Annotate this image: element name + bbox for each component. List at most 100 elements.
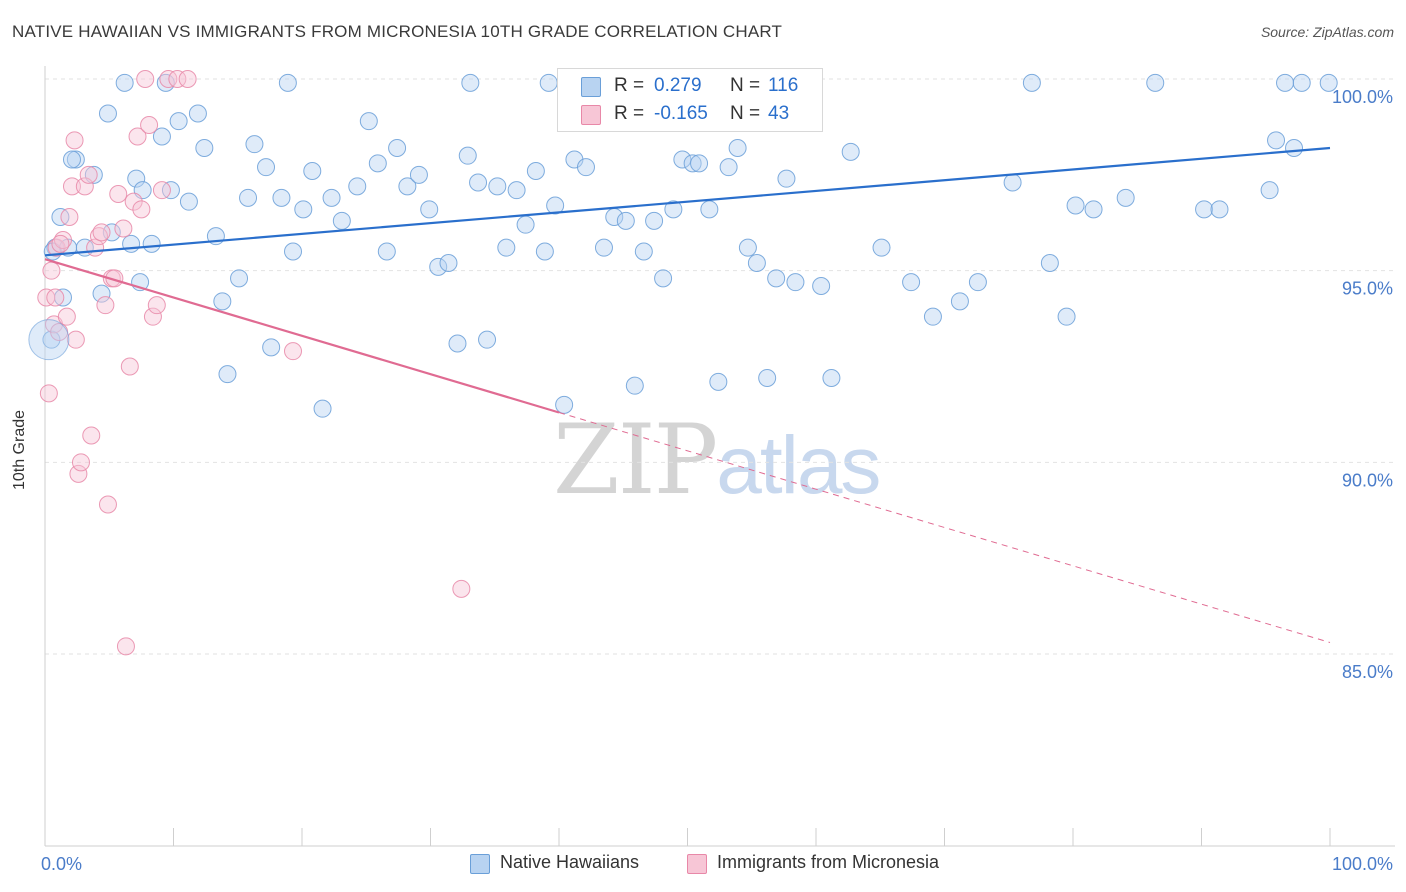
trend-line-native-hawaiians — [44, 146, 1331, 257]
data-point-native-hawaiians — [1084, 200, 1103, 219]
data-point-micronesia — [120, 357, 139, 376]
data-point-native-hawaiians — [1260, 181, 1279, 200]
data-point-native-hawaiians — [1195, 200, 1214, 219]
data-point-micronesia — [116, 637, 135, 656]
data-point-native-hawaiians — [664, 200, 683, 219]
data-point-micronesia — [140, 116, 159, 134]
data-point-micronesia — [96, 296, 115, 315]
data-point-micronesia — [39, 384, 58, 403]
data-point-native-hawaiians — [313, 399, 332, 418]
data-point-micronesia — [452, 579, 471, 598]
data-point-native-hawaiians — [1285, 139, 1304, 157]
data-point-native-hawaiians — [218, 365, 237, 384]
data-point-native-hawaiians — [1040, 254, 1059, 272]
data-point-native-hawaiians — [1319, 73, 1338, 92]
data-point-native-hawaiians — [923, 307, 942, 326]
legend-swatch-blue — [581, 77, 601, 97]
data-point-micronesia — [62, 177, 81, 196]
data-point-native-hawaiians — [115, 73, 134, 92]
data-point-native-hawaiians — [303, 162, 322, 180]
x-tick-label-max: 100.0% — [1332, 854, 1393, 874]
data-point-native-hawaiians — [448, 334, 467, 353]
data-point-micronesia — [46, 288, 65, 307]
data-point-native-hawaiians — [377, 242, 396, 261]
data-point-native-hawaiians — [127, 169, 146, 188]
data-point-micronesia — [66, 330, 85, 349]
data-point-micronesia — [168, 70, 187, 88]
data-point-native-hawaiians — [535, 242, 554, 261]
data-point-native-hawaiians — [469, 173, 488, 192]
data-point-native-hawaiians — [230, 269, 249, 288]
data-point-micronesia — [284, 342, 303, 361]
data-point-native-hawaiians — [245, 135, 264, 154]
data-point-native-hawaiians — [654, 269, 673, 288]
data-point-native-hawaiians — [122, 234, 141, 253]
data-point-native-hawaiians — [478, 330, 497, 349]
data-point-native-hawaiians — [497, 238, 516, 257]
data-point-native-hawaiians — [747, 254, 766, 272]
watermark: ZIPatlas — [553, 404, 881, 516]
data-point-native-hawaiians — [700, 200, 719, 219]
data-point-native-hawaiians — [92, 284, 111, 303]
data-point-native-hawaiians — [555, 395, 574, 414]
data-point-native-hawaiians — [142, 234, 161, 253]
data-point-micronesia — [152, 181, 171, 200]
data-point-native-hawaiians — [66, 150, 85, 169]
data-point-native-hawaiians — [728, 139, 747, 157]
data-point-native-hawaiians — [1292, 73, 1311, 92]
data-point-native-hawaiians — [690, 154, 709, 173]
data-point-native-hawaiians — [812, 277, 831, 295]
data-point-native-hawaiians — [546, 196, 565, 215]
legend-row-pink: R = -0.165 N = 43 — [558, 99, 822, 129]
chart-source: Source: ZipAtlas.com — [1260, 24, 1394, 40]
data-point-native-hawaiians — [673, 150, 692, 169]
data-point-micronesia — [82, 426, 101, 445]
data-point-native-hawaiians — [1057, 307, 1076, 326]
data-point-micronesia — [75, 177, 94, 196]
data-point-native-hawaiians — [822, 369, 841, 387]
data-point-native-hawaiians — [634, 242, 653, 261]
data-point-native-hawaiians — [213, 292, 232, 311]
data-point-native-hawaiians — [1146, 73, 1165, 92]
data-point-native-hawaiians — [195, 139, 214, 157]
data-point-native-hawaiians — [902, 273, 921, 292]
data-point-native-hawaiians — [398, 177, 417, 196]
data-point-native-hawaiians — [683, 154, 702, 173]
data-point-micronesia — [128, 127, 147, 146]
data-point-native-hawaiians — [738, 238, 757, 257]
data-point-native-hawaiians — [872, 238, 891, 257]
data-point-native-hawaiians — [1022, 73, 1041, 92]
legend-r-label-2: R = — [614, 103, 645, 124]
bottom-legend-label-blue: Native Hawaiians — [500, 852, 640, 872]
legend-n-label-2: N = — [730, 103, 761, 124]
legend-n-label: N = — [730, 75, 761, 96]
data-point-native-hawaiians — [388, 139, 407, 157]
trend-line-micronesia-solid — [44, 258, 560, 414]
y-tick-label: 100.0% — [1332, 87, 1393, 107]
data-point-micronesia — [71, 453, 90, 472]
data-point-native-hawaiians — [841, 142, 860, 161]
legend-row-blue: R = 0.279 N = 116 — [558, 71, 822, 101]
trend-line-micronesia-dashed — [558, 412, 1331, 643]
data-point-native-hawaiians-large — [28, 319, 70, 361]
data-point-native-hawaiians — [42, 330, 61, 349]
bottom-legend-label-pink: Immigrants from Micronesia — [717, 852, 940, 872]
data-point-micronesia — [147, 296, 166, 315]
data-point-native-hawaiians — [719, 158, 738, 177]
legend-r-value-pink: -0.165 — [654, 103, 708, 124]
data-point-native-hawaiians — [507, 181, 526, 200]
data-point-native-hawaiians — [169, 112, 188, 131]
chart-title: NATIVE HAWAIIAN VS IMMIGRANTS FROM MICRO… — [12, 22, 783, 41]
data-point-native-hawaiians — [526, 162, 545, 180]
data-point-native-hawaiians — [516, 215, 535, 234]
legend: R = 0.279 N = 116 R = -0.165 N = 43 — [557, 68, 823, 132]
data-point-micronesia — [136, 70, 155, 88]
legend-swatch-pink — [581, 105, 601, 125]
watermark-atlas: atlas — [716, 420, 881, 511]
data-point-native-hawaiians — [359, 112, 378, 131]
data-point-micronesia — [114, 219, 133, 238]
data-point-native-hawaiians — [348, 177, 367, 196]
data-point-micronesia — [98, 495, 117, 514]
data-point-micronesia — [60, 208, 79, 226]
